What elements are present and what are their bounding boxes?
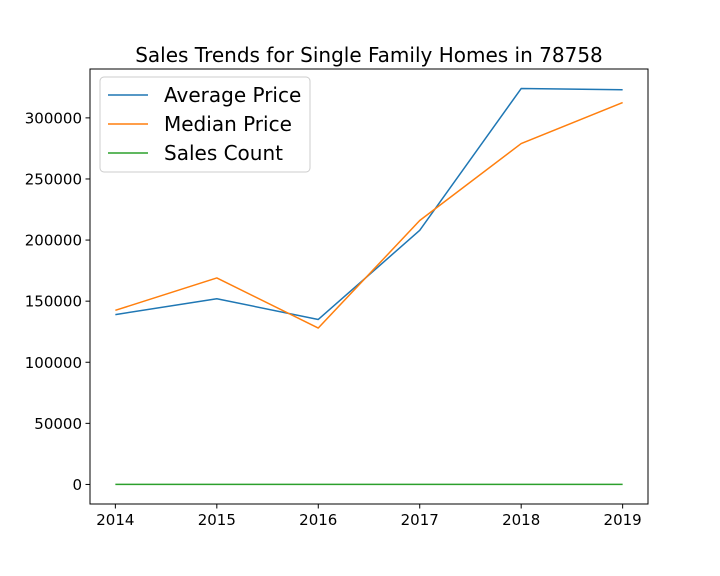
legend-entries: Average Price Median Price Sales Count: [108, 83, 301, 165]
y-tick-label: 0: [72, 476, 82, 494]
y-tick-label: 300000: [25, 109, 82, 127]
y-tick-label: 250000: [25, 170, 82, 188]
legend-box: [99, 76, 311, 173]
x-tick-label: 2018: [502, 511, 540, 529]
x-tick-label: 2016: [299, 511, 337, 529]
y-axis: 0 50000 100000 150000 200000 250000 300000: [25, 109, 90, 494]
y-tick-label: 50000: [34, 415, 82, 433]
y-tick-label: 150000: [25, 293, 82, 311]
series-line-1: [115, 101, 623, 329]
legend-label: Sales Count: [164, 141, 283, 165]
legend-label: Average Price: [164, 83, 301, 107]
x-axis: 2014 2015 2016 2017 2018 2019: [96, 504, 642, 529]
plot-area-frame: [89, 68, 649, 505]
x-tick-label: 2019: [604, 511, 642, 529]
series-lines: [115, 87, 623, 486]
x-tick-label: 2014: [96, 511, 134, 529]
x-tick-label: 2015: [198, 511, 236, 529]
y-tick-label: 200000: [25, 232, 82, 250]
x-tick-label: 2017: [401, 511, 439, 529]
legend-label: Median Price: [164, 112, 292, 136]
y-tick-label: 100000: [25, 354, 82, 372]
legend: Average Price Median Price Sales Count: [99, 76, 311, 173]
chart-title: Sales Trends for Single Family Homes in …: [135, 43, 603, 67]
